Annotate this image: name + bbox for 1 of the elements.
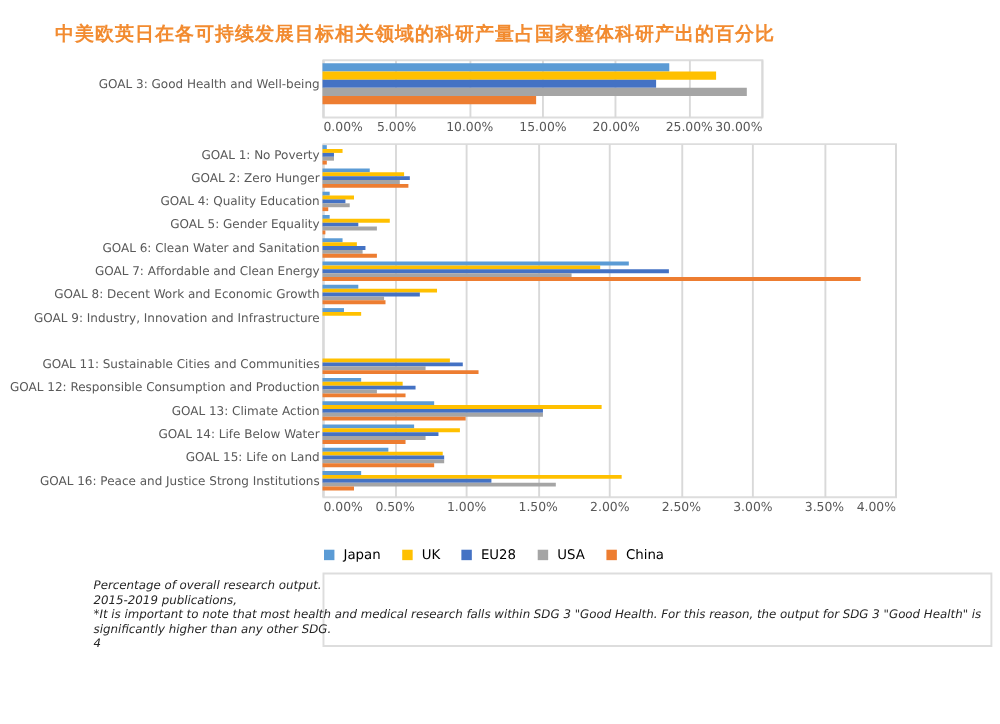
chart-title: 中美欧英日在各可持续发展目标相关领域的科研产量占国家整体科研产出的百分比 (55, 22, 776, 47)
